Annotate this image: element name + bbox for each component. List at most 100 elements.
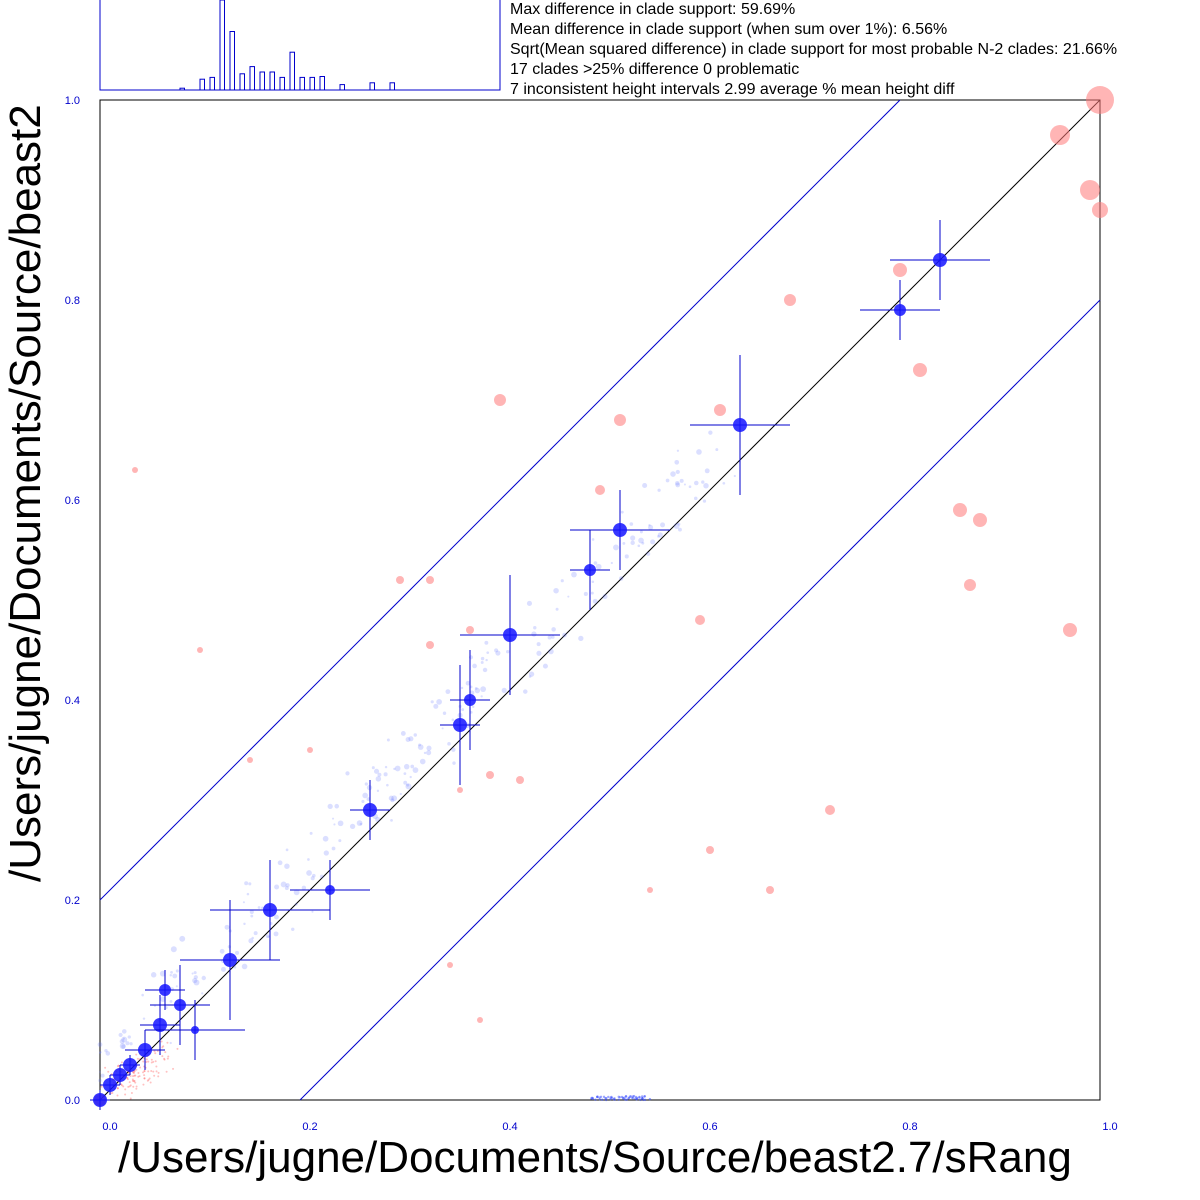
clade-point — [584, 564, 596, 576]
cloud-point — [227, 945, 232, 949]
cloud-point — [246, 892, 250, 896]
cloud-point — [620, 510, 624, 514]
x-tick-label: 0.6 — [702, 1121, 717, 1133]
x-axis-title: /Users/jugne/Documents/Source/beast2.7/s… — [118, 1133, 1072, 1182]
cloud-point-red — [147, 1070, 150, 1073]
cloud-point-red — [116, 1087, 119, 1090]
cloud-point — [465, 680, 471, 686]
cloud-point-red — [162, 1045, 165, 1048]
cloud-point — [191, 972, 194, 975]
cloud-point-red — [154, 1052, 157, 1055]
cloud-point — [578, 635, 584, 642]
cloud-point-red — [143, 1074, 146, 1077]
cloud-point — [531, 631, 537, 637]
histogram-bar — [239, 73, 245, 91]
cloud-point-red — [145, 1058, 148, 1061]
cloud-point — [388, 795, 394, 801]
cloud-point — [442, 711, 447, 715]
cloud-point — [551, 627, 556, 632]
cloud-point-red — [137, 1075, 140, 1078]
clade-point-outlier — [426, 576, 434, 584]
cloud-point — [673, 523, 680, 529]
y-tick-label: 1.0 — [65, 95, 80, 107]
cloud-point-red — [147, 1060, 150, 1063]
cloud-point — [399, 792, 402, 796]
cloud-point — [555, 607, 559, 611]
cloud-point — [551, 635, 555, 639]
cloud-point — [641, 541, 645, 545]
cloud-point — [480, 656, 485, 661]
cloud-point — [412, 767, 419, 773]
histogram-bar — [229, 31, 235, 91]
y-tick-labels: 0.0 0.2 0.4 0.6 0.8 1.0 — [65, 95, 80, 1107]
stat-clade-count: 17 clades >25% difference 0 problematic — [510, 61, 799, 78]
cloud-point — [648, 524, 654, 530]
cloud-point — [405, 783, 412, 790]
cloud-point — [494, 648, 499, 653]
cloud-point — [294, 902, 298, 906]
cloud-point — [451, 747, 456, 752]
cloud-point-red — [135, 1053, 138, 1056]
cloud-point — [309, 831, 313, 835]
cloud-point-axis — [643, 1098, 647, 1102]
cloud-point — [361, 799, 365, 804]
cloud-point — [657, 535, 660, 538]
cloud-point-red — [132, 1075, 135, 1078]
cloud-point-red — [147, 1078, 150, 1081]
cloud-point-red — [167, 1055, 170, 1058]
cloud-point — [98, 1070, 102, 1073]
cloud-point-red — [142, 1071, 145, 1074]
cloud-point — [445, 689, 451, 695]
cloud-point — [722, 481, 726, 485]
cloud-point — [733, 474, 736, 478]
cloud-point — [715, 448, 719, 452]
cloud-point-red — [131, 1078, 134, 1081]
cloud-point — [670, 471, 676, 477]
clade-point-outlier — [595, 485, 605, 495]
cloud-point — [242, 901, 245, 904]
cloud-point — [193, 971, 197, 975]
cloud-point — [333, 823, 336, 826]
cloud-point — [373, 768, 380, 774]
clade-point-outlier — [913, 363, 927, 377]
cloud-point — [433, 703, 439, 709]
cloud-point — [451, 718, 455, 722]
cloud-point — [408, 736, 414, 742]
cloud-point — [486, 651, 490, 655]
cloud-point — [219, 948, 225, 954]
cloud-point-axis — [607, 1095, 610, 1099]
difference-histogram — [99, 0, 501, 91]
cloud-point — [665, 478, 670, 483]
cloud-point-red — [164, 1051, 167, 1054]
cloud-point-red — [152, 1060, 155, 1063]
cloud-point — [413, 733, 417, 737]
cloud-point — [119, 1039, 125, 1044]
cloud-point-red — [127, 1085, 130, 1088]
clade-point-outlier — [447, 962, 453, 968]
cloud-point — [375, 776, 382, 782]
cloud-point — [322, 835, 329, 842]
clade-point-outlier — [307, 747, 313, 753]
clade-point — [503, 628, 517, 642]
cloud-point — [583, 591, 588, 596]
cloud-point — [384, 765, 388, 769]
cloud-point — [452, 761, 456, 765]
cloud-point-red — [135, 1085, 138, 1088]
cloud-point — [591, 580, 595, 584]
cloud-point-red — [120, 1083, 123, 1086]
x-tick-label: 1.0 — [1102, 1121, 1117, 1133]
cloud-point — [472, 705, 475, 709]
histogram-bar — [289, 51, 295, 91]
clade-point-outlier — [486, 771, 494, 779]
cloud-point — [394, 765, 401, 772]
cloud-point — [590, 591, 594, 595]
clade-point-outlier — [396, 576, 404, 584]
cloud-point-axis — [629, 1095, 632, 1098]
y-tick-label: 0.4 — [65, 695, 80, 707]
y-tick-label: 0.2 — [65, 895, 80, 907]
cloud-point — [648, 524, 651, 527]
cloud-point — [693, 496, 698, 501]
cloud-point — [501, 687, 507, 693]
histogram-bar — [339, 84, 345, 91]
x-tick-label: 0.0 — [102, 1121, 117, 1133]
